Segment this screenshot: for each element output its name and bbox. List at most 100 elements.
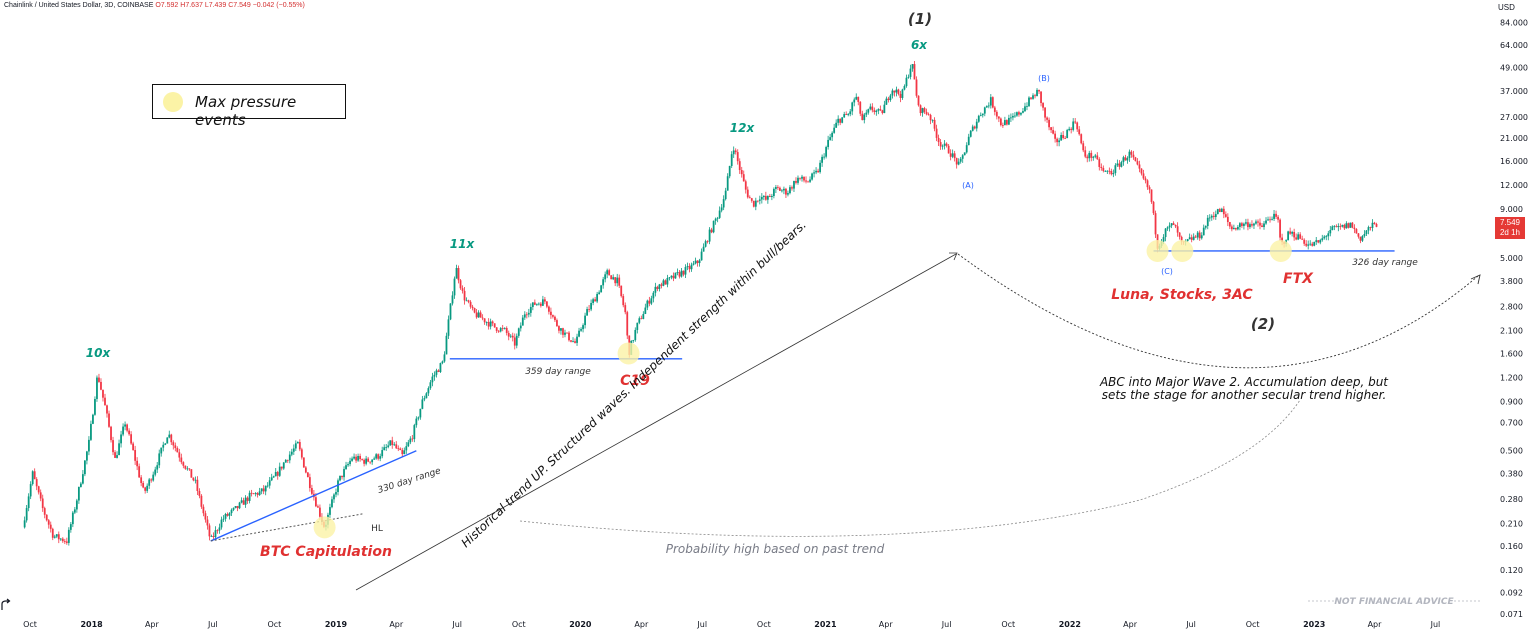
candle-body — [1212, 215, 1215, 218]
candle-body — [594, 299, 597, 302]
candle-body — [501, 328, 504, 329]
candle-body — [1275, 213, 1277, 217]
wave2-projection-arrowhead — [1470, 274, 1481, 285]
candle-body — [1369, 227, 1372, 228]
candle-body — [539, 303, 542, 306]
candle-body — [678, 272, 681, 277]
candle-body — [180, 457, 183, 463]
candle-body — [1024, 106, 1026, 112]
price-axis-label: 84.000 — [1500, 18, 1528, 27]
candle-body — [1068, 128, 1071, 131]
candle-body — [423, 398, 426, 400]
candle-body — [1110, 171, 1113, 175]
candle-body — [262, 488, 265, 492]
candle-body — [45, 514, 48, 521]
range-label-359: 359 day range — [525, 367, 591, 377]
candle-body — [467, 300, 470, 302]
candle-body — [963, 152, 966, 156]
candle-body — [525, 314, 528, 316]
candle-body — [79, 483, 82, 487]
candle-body — [106, 405, 108, 414]
candle-body — [640, 318, 643, 320]
candle-body — [447, 319, 450, 336]
candle-body — [1150, 189, 1153, 202]
candle-body — [304, 467, 307, 473]
time-axis-label: Oct — [1001, 620, 1015, 629]
candle-body — [805, 180, 807, 182]
candle-body — [566, 332, 568, 334]
candle-body — [1090, 152, 1093, 158]
candle-body — [945, 143, 948, 146]
candle-body — [634, 329, 637, 341]
candle-body — [919, 105, 922, 114]
candle-body — [811, 173, 813, 180]
candle-body — [166, 437, 169, 444]
price-axis-label: 0.500 — [1500, 447, 1523, 456]
time-axis-label: Jul — [451, 620, 462, 629]
candle-body — [855, 96, 858, 100]
candle-body — [787, 193, 789, 195]
candle-body — [1319, 240, 1322, 243]
candle-body — [1214, 214, 1217, 218]
candle-body — [413, 425, 416, 440]
candle-body — [568, 332, 570, 341]
candle-body — [712, 220, 715, 233]
time-axis-label: 2021 — [814, 620, 837, 629]
candle-body — [212, 536, 215, 538]
candle-body — [642, 313, 645, 319]
candle-body — [1226, 216, 1229, 223]
candle-body — [967, 136, 970, 146]
time-axis-label: Apr — [879, 620, 894, 629]
candle-body — [672, 275, 675, 279]
candle-body — [329, 507, 331, 515]
candle-body — [939, 142, 942, 147]
candle-body — [347, 464, 349, 466]
candle-body — [1220, 208, 1223, 213]
candle-body — [371, 459, 374, 463]
candle-body — [1144, 178, 1147, 181]
time-axis-label: Oct — [512, 620, 526, 629]
candle-body — [736, 152, 739, 162]
current-price: 7.549 — [1499, 218, 1521, 227]
candle-body — [779, 187, 781, 191]
candle-body — [1208, 217, 1211, 219]
candle-body — [511, 335, 514, 338]
candle-body — [1122, 157, 1125, 163]
candle-body — [268, 480, 271, 486]
candle-body — [1243, 223, 1245, 226]
candle-body — [112, 440, 114, 453]
candle-body — [925, 111, 928, 115]
candle-body — [1116, 163, 1119, 166]
candle-body — [654, 286, 657, 293]
candle-body — [349, 460, 351, 465]
candle-body — [419, 408, 422, 418]
candle-body — [1012, 115, 1014, 118]
candle-body — [202, 506, 205, 514]
candle-body — [25, 508, 28, 521]
candle-body — [335, 491, 337, 495]
ohlc-open: O7.592 — [155, 2, 179, 9]
candle-body — [632, 340, 635, 341]
candle-body — [1269, 219, 1271, 221]
candle-body — [485, 321, 488, 323]
candle-body — [813, 172, 815, 174]
candle-body — [90, 423, 92, 440]
candle-body — [1222, 208, 1225, 215]
candle-body — [905, 77, 908, 87]
candle-body — [146, 485, 149, 491]
candle-body — [443, 354, 446, 362]
candle-body — [1114, 165, 1117, 174]
price-axis-label: 12.000 — [1500, 181, 1528, 190]
candle-body — [768, 195, 771, 197]
candle-body — [1104, 170, 1107, 172]
max-pressure-event-marker — [1269, 239, 1292, 262]
candle-body — [385, 447, 388, 448]
share-icon[interactable] — [0, 598, 12, 612]
candle-body — [588, 309, 590, 310]
candle-body — [459, 280, 462, 289]
candle-body — [608, 270, 611, 276]
candle-body — [505, 327, 508, 333]
candle-body — [652, 292, 655, 299]
time-axis-label: 2023 — [1303, 620, 1325, 629]
